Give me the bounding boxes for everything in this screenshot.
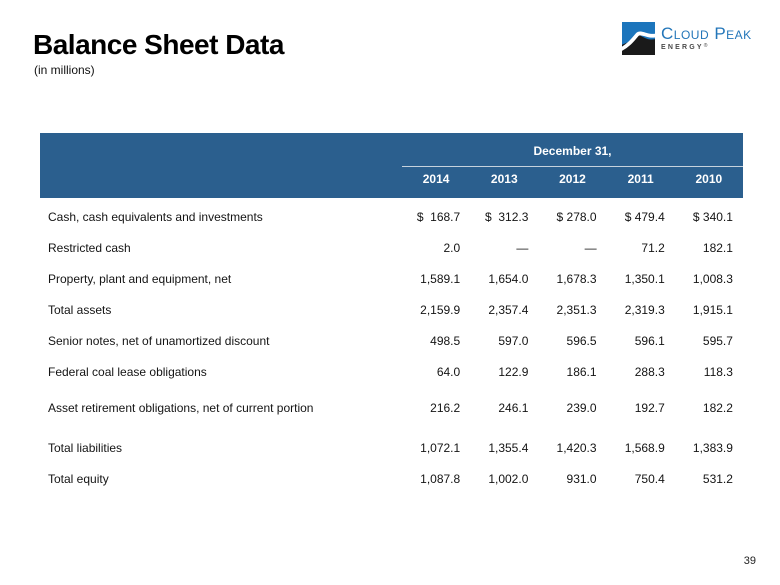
page-subtitle: (in millions) (34, 63, 95, 77)
cell-value: 2,319.3 (624, 302, 665, 317)
cell-value: 182.2 (702, 400, 733, 415)
cell-value: 192.7 (634, 400, 665, 415)
cell-value: $ 479.4 (624, 209, 665, 224)
cell-value: 2,357.4 (488, 302, 529, 317)
cell-value: 2,351.3 (556, 302, 597, 317)
cell-value: 750.4 (634, 471, 665, 486)
date-group-label: December 31, (533, 144, 612, 158)
page-title: Balance Sheet Data (33, 29, 284, 60)
cell-value: 931.0 (566, 471, 597, 486)
year-header-2010: 2010 (695, 172, 723, 186)
cell-value: 1,420.3 (556, 440, 597, 455)
cell-value: 1,002.0 (488, 471, 529, 486)
cell-value: 216.2 (430, 400, 461, 415)
mountain-cloud-icon (622, 22, 655, 55)
cell-value: 1,008.3 (692, 271, 733, 286)
cell-value: 64.0 (436, 364, 461, 379)
date-group-header: December 31, (402, 133, 743, 167)
cell-value: 1,072.1 (420, 440, 461, 455)
table-row: Total equity 1,087.8 1,002.0 931.0 750.4… (40, 463, 743, 494)
row-label: Federal coal lease obligations (48, 364, 207, 379)
cell-value: — (516, 240, 529, 255)
row-label: Restricted cash (48, 240, 131, 255)
table-row: Federal coal lease obligations 64.0 122.… (40, 356, 743, 387)
year-header-2013: 2013 (490, 172, 518, 186)
year-header-2014: 2014 (422, 172, 450, 186)
cell-value: 71.2 (641, 240, 665, 255)
cell-value: 2.0 (443, 240, 461, 255)
cell-value: $ 278.0 (556, 209, 597, 224)
cell-value: 1,383.9 (692, 440, 733, 455)
year-columns-header: 2014 2013 2012 2011 2010 (40, 172, 743, 186)
row-label: Senior notes, net of unamortized discoun… (48, 333, 270, 348)
cell-value: 1,589.1 (420, 271, 461, 286)
cell-value: 118.3 (703, 364, 733, 379)
label-column-spacer (40, 172, 402, 186)
table-row: Cash, cash equivalents and investments $… (40, 201, 743, 232)
registered-trademark-symbol: ® (703, 43, 708, 49)
cell-value: 1,654.0 (488, 271, 529, 286)
cell-value: 246.1 (498, 400, 529, 415)
page-number: 39 (743, 555, 756, 567)
cell-value: 1,568.9 (624, 440, 665, 455)
row-label: Total assets (48, 302, 112, 317)
cell-value: — (584, 240, 597, 255)
row-label: Total liabilities (48, 440, 123, 455)
cell-value: $ 340.1 (692, 209, 733, 224)
table-header-band: December 31, 2014 2013 2012 2011 2010 (40, 133, 743, 198)
cell-value: 1,915.1 (692, 302, 733, 317)
year-header-2011: 2011 (627, 172, 654, 186)
cell-value: 122.9 (498, 364, 529, 379)
cell-value: 596.1 (634, 333, 665, 348)
cell-value: 498.5 (430, 333, 461, 348)
cell-value: 186.1 (566, 364, 597, 379)
cell-value: 1,678.3 (556, 271, 597, 286)
row-label: Total equity (48, 471, 109, 486)
cell-value: 597.0 (498, 333, 529, 348)
year-header-2012: 2012 (559, 172, 586, 186)
row-label: Property, plant and equipment, net (48, 271, 232, 286)
table-row: Senior notes, net of unamortized discoun… (40, 325, 743, 356)
table-row: Asset retirement obligations, net of cur… (40, 392, 743, 423)
row-label: Asset retirement obligations, net of cur… (48, 400, 314, 415)
logo-wordmark: Cloud Peak ENERGY ® (661, 22, 752, 51)
table-row: Property, plant and equipment, net 1,589… (40, 263, 743, 294)
cell-value: $ 312.3 (485, 209, 529, 224)
table-row: Total liabilities 1,072.1 1,355.4 1,420.… (40, 432, 743, 463)
table-body: Cash, cash equivalents and investments $… (40, 198, 743, 494)
cell-value: 1,350.1 (624, 271, 665, 286)
cell-value: 1,087.8 (420, 471, 461, 486)
balance-sheet-table: December 31, 2014 2013 2012 2011 2010 Ca… (40, 133, 743, 494)
table-row: Total assets 2,159.9 2,357.4 2,351.3 2,3… (40, 294, 743, 325)
cell-value: 595.7 (702, 333, 733, 348)
cell-value: 596.5 (566, 333, 597, 348)
table-row: Restricted cash 2.0 — — 71.2 182.1 (40, 232, 743, 263)
cell-value: $ 168.7 (416, 209, 461, 224)
logo-energy-label: ENERGY (661, 44, 704, 51)
cell-value: 288.3 (634, 364, 665, 379)
row-label: Cash, cash equivalents and investments (48, 209, 263, 224)
company-logo: Cloud Peak ENERGY ® (622, 22, 752, 55)
cell-value: 239.0 (566, 400, 597, 415)
logo-company-name: Cloud Peak (661, 24, 752, 43)
cell-value: 182.1 (702, 240, 733, 255)
cell-value: 531.2 (702, 471, 733, 486)
cell-value: 1,355.4 (488, 440, 529, 455)
cell-value: 2,159.9 (420, 302, 461, 317)
